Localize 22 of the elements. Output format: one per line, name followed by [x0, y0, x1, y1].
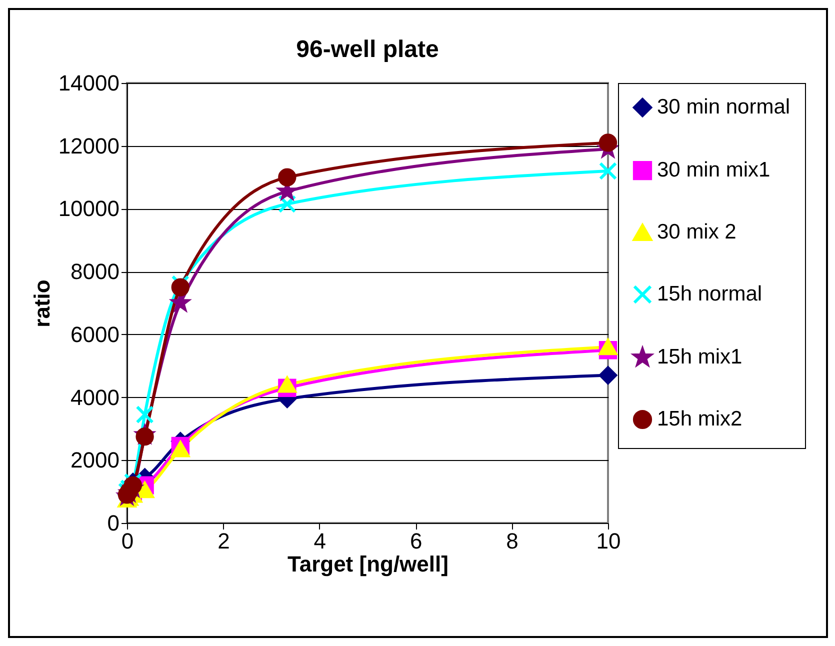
x-tick-label: 8	[506, 528, 518, 554]
x-tick-label: 2	[218, 528, 230, 554]
legend-label: 15h mix1	[657, 346, 742, 368]
y-tick-label: 12000	[58, 133, 120, 158]
y-tick-label: 14000	[58, 70, 120, 96]
y-tick-label: 6000	[70, 322, 120, 347]
legend-label: 30 mix 2	[657, 220, 736, 244]
y-tick-label: 2000	[70, 448, 120, 473]
y-tick-label: 0	[107, 510, 120, 536]
x-axis-title: Target [ng/well]	[288, 552, 448, 576]
x-tick-label: 10	[596, 528, 621, 554]
legend-label: 30 min mix1	[657, 158, 770, 182]
y-tick-label: 4000	[70, 384, 120, 410]
legend-label: 15h mix2	[657, 408, 742, 430]
y-tick-label: 10000	[58, 196, 120, 222]
x-tick-label: 4	[314, 528, 326, 554]
legend-label: 30 min normal	[657, 96, 790, 118]
legend-label: 15h normal	[657, 282, 762, 306]
y-tick-label: 8000	[70, 259, 120, 284]
y-axis-title: ratio	[29, 280, 54, 328]
x-tick-label: 6	[410, 528, 422, 554]
chart-title: 96-well plate	[296, 36, 439, 63]
